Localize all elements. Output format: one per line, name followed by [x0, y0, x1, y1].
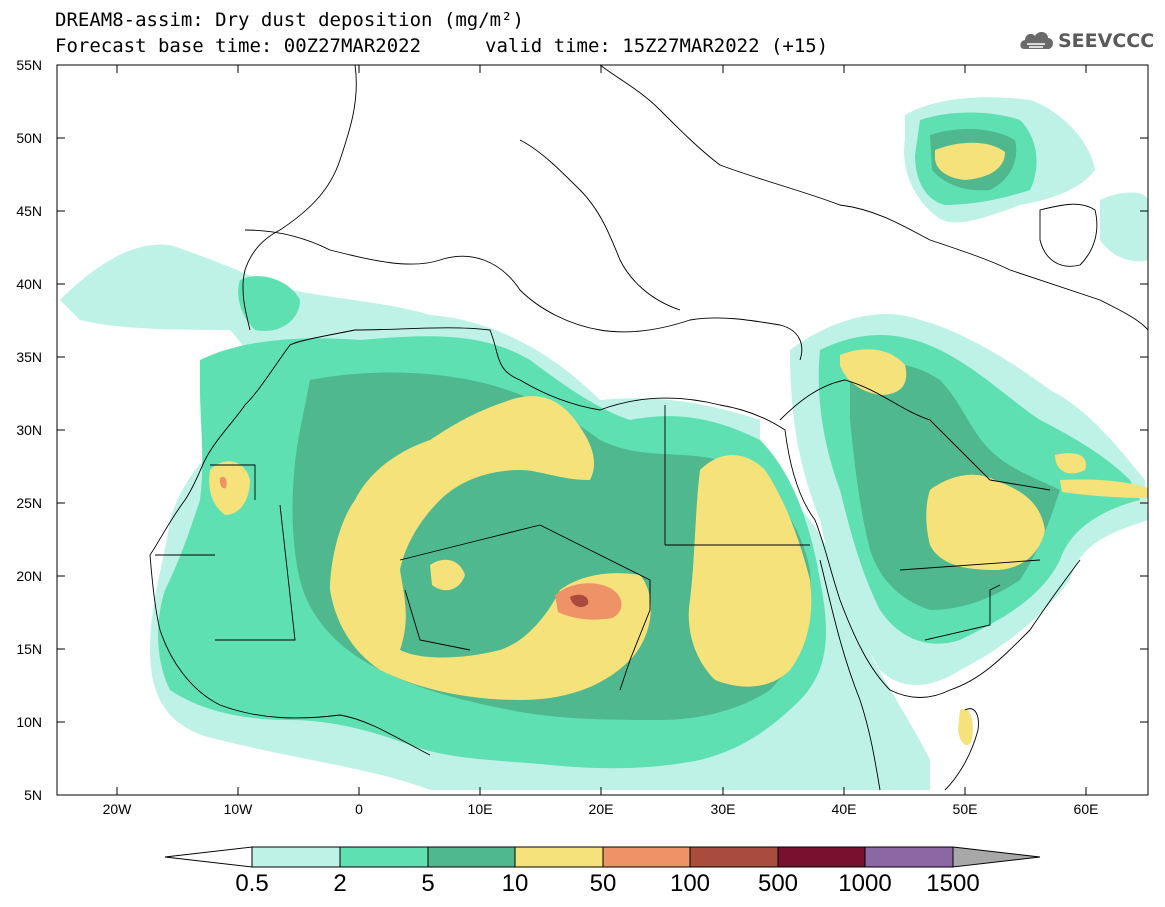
colorbar-label: 1500 [926, 870, 980, 897]
valid-time: valid time: 15Z27MAR2022 (+15) [485, 35, 829, 57]
colorbar-label: 100 [669, 870, 711, 897]
lon-label: 20W [102, 801, 132, 817]
logo-text: SEEVCCC [1058, 30, 1155, 52]
lat-label: 40N [16, 276, 42, 292]
colorbar-bin [339, 846, 429, 868]
lon-label: 40E [831, 801, 857, 817]
colorbar-label: 500 [757, 870, 799, 897]
colorbar-bin [602, 846, 691, 868]
colorbar-under-triangle [164, 846, 253, 868]
colorbar-over-triangle [952, 846, 1041, 868]
coastline-borders [149, 65, 1148, 791]
lat-label: 50N [16, 130, 42, 146]
axis-ticks [57, 64, 1148, 795]
dust-field [60, 97, 1148, 790]
lon-label: 10E [467, 801, 493, 817]
cloud-logo-icon [1020, 32, 1054, 49]
map-title: DREAM8-assim: Dry dust deposition (mg/m²… [55, 9, 524, 31]
lon-label: 20E [588, 801, 614, 817]
lat-label: 25N [16, 495, 42, 511]
colorbar-bin [514, 846, 604, 868]
forecast-base-time: Forecast base time: 00Z27MAR2022 [55, 35, 422, 57]
lat-label: 20N [16, 568, 42, 584]
colorbar-label: 10 [501, 870, 529, 897]
seevccc-logo: SEEVCCC [1018, 27, 1155, 55]
lat-label: 35N [16, 349, 42, 365]
colorbar-bin [251, 846, 341, 868]
lat-label: 15N [16, 641, 42, 657]
lat-label: 45N [16, 203, 42, 219]
colorbar-label: 50 [589, 870, 617, 897]
lon-label: 60E [1073, 801, 1099, 817]
colorbar-bin [777, 846, 866, 868]
colorbar-label: 1000 [838, 870, 892, 897]
colorbar-label: 0.5 [235, 870, 269, 897]
colorbar-bin [864, 846, 954, 868]
colorbar-label: 2 [333, 870, 347, 897]
lat-label: 55N [16, 57, 42, 73]
lat-label: 5N [24, 787, 42, 803]
colorbar-bin [427, 846, 516, 868]
colorbar-bin [689, 846, 779, 868]
lon-label: 10W [223, 801, 253, 817]
colorbar-label: 5 [421, 870, 435, 897]
colorbar [164, 846, 1041, 868]
lat-label: 10N [16, 714, 42, 730]
lat-label: 30N [16, 422, 42, 438]
lon-label: 30E [710, 801, 736, 817]
lon-label: 0 [355, 801, 363, 817]
lon-label: 50E [952, 801, 978, 817]
